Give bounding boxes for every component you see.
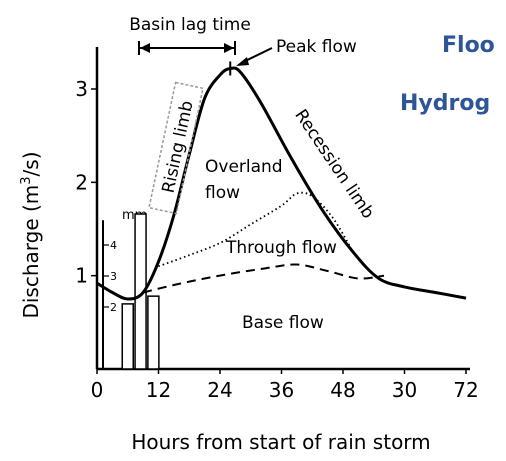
recession-limb-label: Recession limb xyxy=(290,106,378,223)
rising-limb-box xyxy=(148,81,204,215)
rainfall-tick-label: 3 xyxy=(110,270,117,283)
x-tick-label: 36 xyxy=(269,378,294,402)
slide-title-line-1: Floo xyxy=(442,33,495,58)
y-tick-label: 2 xyxy=(75,170,88,194)
svg-text:Discharge (m3/s): Discharge (m3/s) xyxy=(19,151,43,318)
x-tick-label: 0 xyxy=(91,378,104,402)
x-tick-label: 48 xyxy=(330,378,355,402)
y-tick-label: 1 xyxy=(75,264,88,288)
throughflow-line xyxy=(158,191,355,268)
baseflow-line xyxy=(142,263,385,294)
y-axis-label-tail: /s) xyxy=(19,151,43,176)
y-axis-label: Discharge (m3/s) xyxy=(19,151,43,318)
x-tick-label: 72 xyxy=(453,378,478,402)
rainfall-bar xyxy=(147,295,160,370)
basin-lag-label: Basin lag time xyxy=(129,15,251,35)
base-flow-label: Base flow xyxy=(242,313,324,333)
x-tick-label: 12 xyxy=(146,378,171,402)
y-axis-label-main: Discharge (m xyxy=(19,185,43,319)
peak-flow-arrow xyxy=(236,47,273,66)
peak-flow-label: Peak flow xyxy=(276,37,357,57)
x-tick-label: 30 xyxy=(392,378,417,402)
x-axis-label: Hours from start of rain storm xyxy=(131,430,430,454)
y-axis-label-sup: 3 xyxy=(19,176,34,184)
slide-title-line-2: Hydrog xyxy=(400,91,490,116)
basin-lag-arrow xyxy=(138,41,236,55)
series-group xyxy=(96,61,467,301)
rainfall-tick-label: 4 xyxy=(110,239,117,252)
y-tick-label: 3 xyxy=(75,77,88,101)
rainfall-bar xyxy=(121,303,134,370)
overland-flow-label-2: flow xyxy=(205,183,240,203)
overland-flow-label-1: Overland xyxy=(205,157,283,177)
x-tick-label: 24 xyxy=(207,378,232,402)
rainfall-tick-label: 2 xyxy=(110,301,117,314)
through-flow-label: Through flow xyxy=(225,238,337,258)
rainfall-bars: 234mm xyxy=(102,208,160,370)
